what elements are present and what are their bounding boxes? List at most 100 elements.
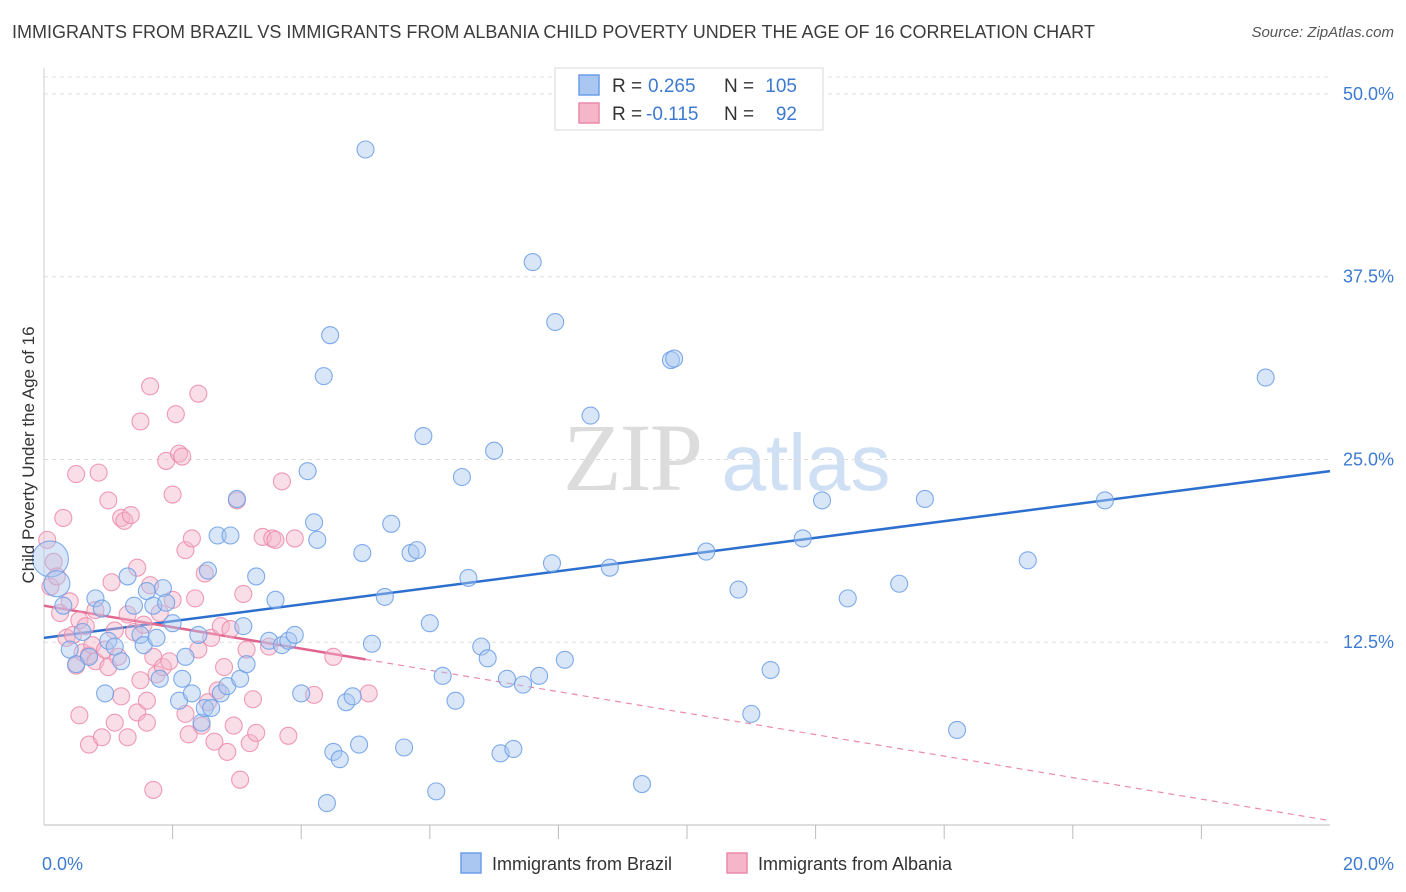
point-albania [176, 704, 195, 723]
point-albania [160, 652, 179, 671]
point-albania [173, 447, 192, 466]
point-brazil [195, 698, 214, 718]
point-brazil [375, 587, 394, 606]
point-brazil [153, 579, 173, 598]
point-brazil [73, 622, 92, 642]
chart-title: IMMIGRANTS FROM BRAZIL VS IMMIGRANTS FRO… [12, 22, 1095, 42]
point-brazil [298, 462, 317, 481]
point-brazil [321, 326, 340, 345]
point-brazil [266, 590, 285, 609]
point-albania [208, 681, 227, 700]
x-tick-labels: 0.0% 20.0% [42, 854, 1394, 874]
point-albania [137, 691, 156, 710]
point-brazil [472, 637, 491, 656]
point-brazil [581, 406, 600, 425]
point-brazil [446, 691, 465, 710]
point-brazil [915, 489, 934, 508]
point-brazil [221, 526, 240, 545]
point-brazil [192, 713, 211, 732]
point-brazil [150, 669, 169, 688]
point-brazil [237, 655, 256, 674]
point-brazil [729, 580, 748, 599]
point-albania [234, 584, 253, 604]
point-brazil [147, 628, 166, 647]
point-brazil [314, 367, 333, 386]
point-brazil [497, 669, 517, 688]
point-albania [263, 529, 282, 548]
bottom-legend-swatch-brazil [460, 852, 482, 874]
point-albania [189, 384, 208, 403]
point-brazil [523, 253, 542, 272]
point-albania [163, 485, 182, 504]
point-albania [359, 684, 378, 703]
point-brazil [157, 593, 176, 612]
axes [43, 68, 1330, 839]
legend-n-value-2: 92 [776, 104, 797, 125]
y-tick-label: 12.5% [1343, 632, 1394, 652]
point-brazil [793, 529, 812, 548]
point-brazil [542, 554, 562, 573]
point-brazil [317, 794, 336, 813]
point-albania [131, 671, 150, 690]
point-brazil [330, 750, 349, 769]
point-albania [70, 706, 89, 725]
point-brazil [247, 567, 266, 586]
point-albania [237, 640, 256, 659]
point-brazil [173, 669, 192, 688]
point-brazil [433, 666, 452, 685]
legend-r-value-2: -0.115 [646, 104, 698, 125]
point-brazil [112, 652, 131, 671]
point-brazil [324, 742, 343, 761]
x-tick-label: 0.0% [42, 854, 83, 874]
point-brazil [124, 596, 144, 615]
point-albania [179, 725, 198, 744]
legend-swatch-brazil [578, 74, 600, 96]
point-brazil [948, 720, 967, 740]
point-brazil [697, 542, 716, 561]
point-brazil [632, 775, 652, 794]
point-brazil [118, 567, 137, 586]
point-brazil [43, 570, 71, 598]
point-brazil [362, 634, 381, 653]
point-brazil [661, 350, 680, 370]
point-albania [247, 723, 266, 742]
point-brazil [92, 599, 111, 618]
point-brazil [812, 491, 832, 510]
bottom-legend-label-albania: Immigrants from Albania [758, 854, 953, 874]
bottom-legend: Immigrants from Brazil Immigrants from A… [460, 852, 953, 874]
point-albania [182, 529, 201, 548]
point-brazil [189, 625, 208, 644]
legend-n-value-1: 105 [765, 76, 797, 97]
trend-lines [43, 469, 1331, 822]
point-brazil [555, 650, 574, 669]
point-brazil [665, 349, 684, 368]
point-brazil [343, 687, 362, 706]
point-albania [121, 505, 140, 525]
x-tick-label: 20.0% [1343, 854, 1394, 874]
point-brazil [163, 614, 182, 633]
point-albania [231, 770, 250, 789]
point-albania [118, 728, 137, 747]
point-albania [186, 589, 205, 608]
point-brazil [427, 782, 446, 801]
point-brazil [202, 698, 221, 718]
point-albania [166, 405, 185, 424]
watermark-zip: ZIP [563, 404, 701, 511]
data-points [31, 140, 1275, 813]
y-axis-label: Child Poverty Under the Age of 16 [19, 326, 38, 583]
point-albania [240, 734, 259, 753]
point-brazil [350, 735, 369, 754]
point-brazil [211, 684, 230, 703]
point-brazil [305, 513, 324, 532]
trend-line-1-dashed [365, 658, 1331, 822]
point-brazil [356, 140, 375, 159]
point-brazil [382, 514, 401, 533]
point-albania [205, 732, 224, 751]
point-albania [54, 508, 73, 528]
y-tick-labels: 12.5% 25.0% 37.5% 50.0% [1343, 84, 1394, 652]
point-albania [150, 603, 169, 623]
legend-swatch-albania [578, 102, 600, 124]
legend-n-label-2: N = [724, 104, 754, 125]
point-brazil [513, 675, 533, 694]
point-albania [67, 465, 86, 484]
